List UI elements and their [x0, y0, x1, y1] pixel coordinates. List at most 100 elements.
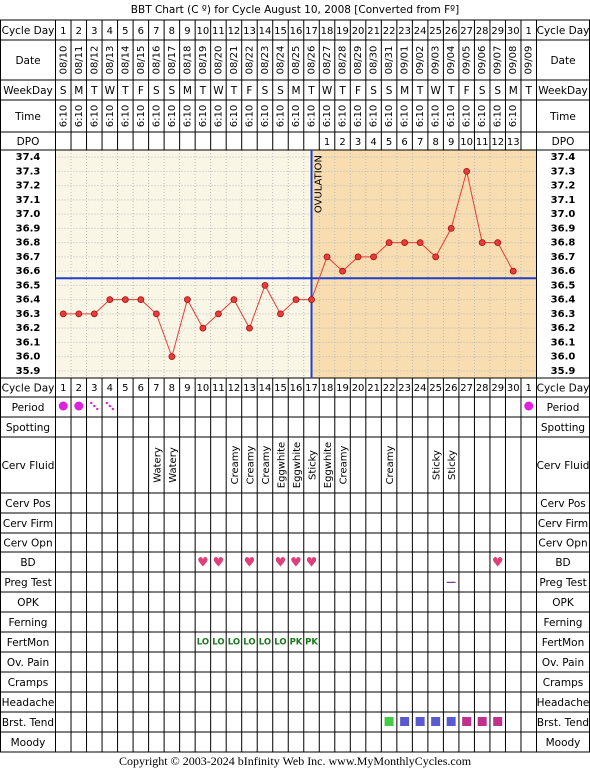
time: 6:10: [322, 105, 333, 127]
y-tick-label-right: 36.5: [551, 280, 576, 291]
post-ovulation-area: [311, 150, 537, 378]
fertmon: PK: [305, 638, 318, 648]
temperature-point: [509, 267, 517, 275]
cycle-day: 11: [212, 383, 225, 394]
date: 09/09: [524, 46, 535, 75]
temperature-point: [308, 296, 315, 304]
temperature-point: [494, 239, 502, 247]
cycle-day: 12: [228, 383, 241, 394]
weekday: S: [277, 85, 284, 97]
cycle-day: 4: [107, 383, 113, 394]
cycle-day: 6: [138, 383, 144, 394]
cerv-fluid: Watery: [152, 447, 163, 483]
cycle-day: 27: [460, 26, 473, 37]
y-tick-label: 36.6: [16, 266, 41, 277]
temperature-point: [106, 296, 114, 304]
cycle-day: 14: [259, 26, 272, 37]
date: 08/27: [322, 46, 333, 75]
time: 6:10: [477, 105, 488, 127]
time: 6:10: [89, 105, 100, 127]
temperature-point: [447, 224, 455, 232]
cycle-day: 6: [138, 26, 144, 37]
cycle-day: 17: [305, 383, 318, 394]
cycle-day: 22: [383, 26, 396, 37]
fertmon: LO: [259, 638, 271, 648]
y-tick-label: 37.4: [16, 152, 41, 163]
y-tick-label-right: 36.2: [551, 323, 576, 334]
date: 08/11: [74, 46, 85, 75]
cerv-fluid: Creamy: [230, 446, 241, 485]
bd-heart: ♥: [306, 556, 318, 571]
brst-tend-marker: [431, 717, 441, 726]
weekday: S: [494, 85, 501, 97]
date: 08/24: [275, 46, 286, 75]
cerv-fluid: Creamy: [339, 446, 350, 485]
y-tick-label: 36.8: [16, 238, 41, 249]
y-tick-label-right: 36.8: [551, 238, 576, 249]
row-label: Cycle Day: [2, 383, 55, 395]
row-label-right: Preg Test: [539, 577, 586, 589]
weekday: S: [169, 85, 176, 97]
bd-heart: ♥: [197, 556, 209, 571]
period-light: [90, 401, 93, 405]
time: 6:10: [307, 105, 318, 127]
bd-heart: ♥: [244, 556, 256, 571]
temperature-point: [478, 239, 486, 247]
weekday: T: [230, 85, 238, 97]
cycle-day: 12: [228, 26, 241, 37]
weekday: T: [447, 85, 455, 97]
temperature-point: [121, 296, 129, 304]
cycle-day: 30: [507, 383, 520, 394]
y-tick-label-right: 36.7: [551, 252, 576, 263]
row-label-right: Cerv Firm: [538, 518, 588, 530]
time: 6:10: [213, 105, 224, 127]
time: 6:10: [384, 105, 395, 127]
fertmon: LO: [228, 638, 240, 648]
y-tick-label-right: 35.9: [551, 366, 576, 377]
cycle-day: 7: [153, 383, 159, 394]
date: 08/17: [167, 46, 178, 75]
row-label-right: Ov. Pain: [542, 657, 584, 669]
cycle-day: 1: [60, 26, 66, 37]
fertmon: PK: [290, 638, 303, 648]
date: 08/18: [182, 46, 193, 75]
temperature-point: [59, 310, 67, 318]
weekday: T: [121, 85, 129, 97]
time: 6:10: [508, 105, 519, 127]
cycle-day: 10: [197, 26, 210, 37]
cycle-day: 17: [305, 26, 318, 37]
fertmon: LO: [274, 638, 286, 648]
row-label-right: FertMon: [542, 637, 585, 649]
y-tick-label: 36.7: [16, 252, 41, 263]
cycle-day: 19: [336, 26, 349, 37]
date: 08/29: [353, 46, 364, 75]
cycle-day: 8: [169, 383, 175, 394]
cycle-day: 8: [169, 26, 175, 37]
temperature-point: [339, 267, 346, 275]
cycle-day: 14: [259, 383, 272, 394]
cycle-day: 13: [243, 26, 256, 37]
weekday: T: [338, 85, 346, 97]
dpo: 9: [448, 137, 454, 148]
brst-tend-marker: [400, 717, 410, 726]
brst-tend-marker: [384, 717, 394, 726]
fertmon: LO: [212, 638, 224, 648]
date: 09/07: [493, 46, 504, 75]
temperature-point: [199, 324, 207, 332]
brst-tend-marker: [477, 717, 487, 726]
temperature-point: [463, 167, 471, 175]
weekday: T: [416, 85, 424, 97]
weekday: W: [430, 85, 441, 97]
cerv-fluid: Sticky: [432, 450, 443, 480]
cycle-day: 4: [107, 26, 113, 37]
row-label: Ov. Pain: [7, 657, 49, 669]
date: 09/04: [446, 46, 457, 75]
time: 6:10: [291, 105, 302, 127]
time: 6:10: [120, 105, 131, 127]
temperature-point: [401, 239, 409, 247]
fertmon: LO: [197, 638, 209, 648]
date: 08/31: [384, 46, 395, 75]
date: 08/16: [151, 46, 162, 75]
row-label: BD: [20, 557, 35, 569]
